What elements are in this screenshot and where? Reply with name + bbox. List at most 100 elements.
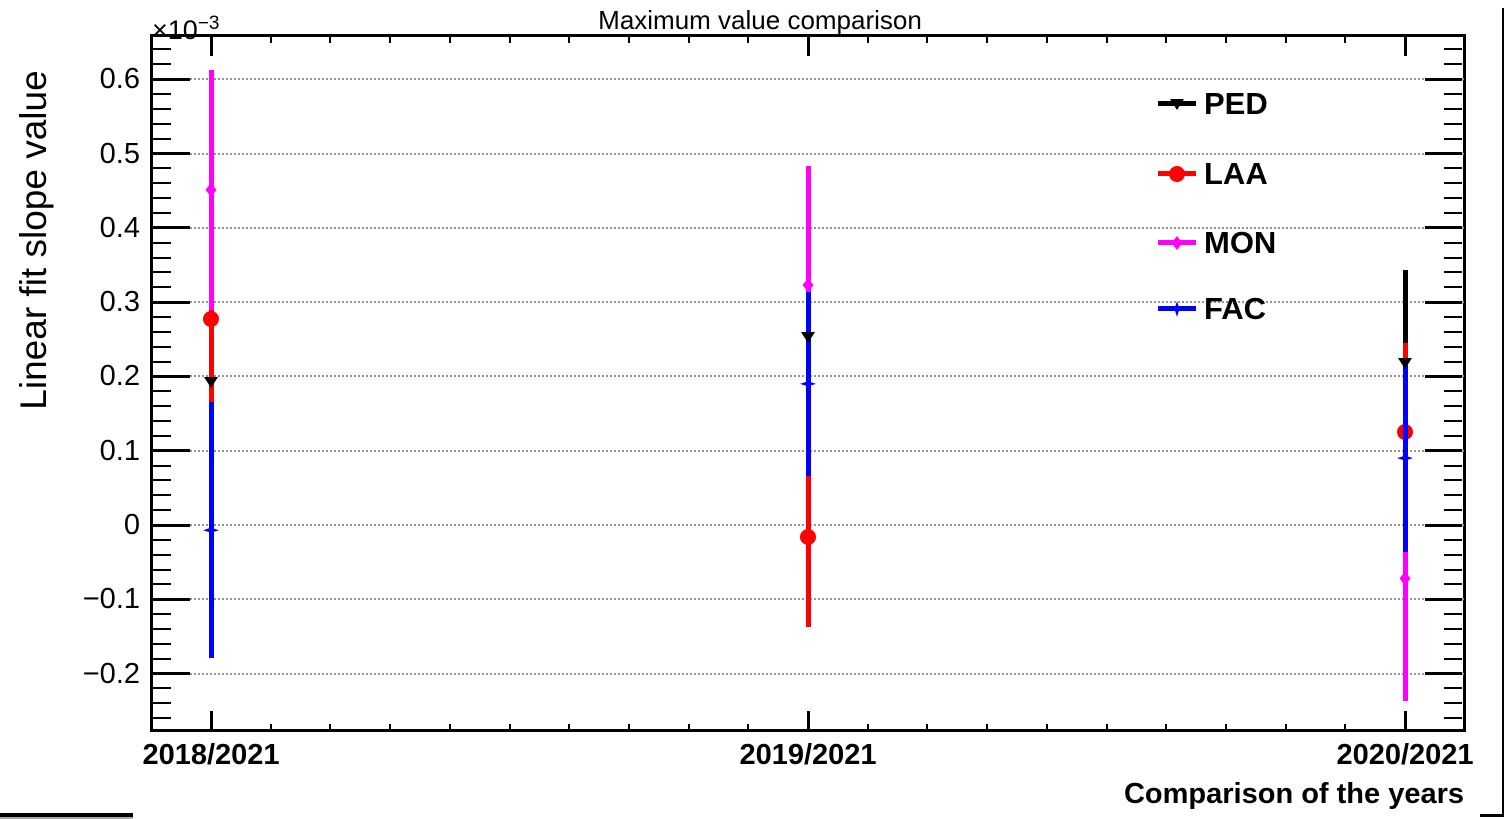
x-tick-label: 2020/2021	[1336, 739, 1474, 771]
y-minor-tick-left	[153, 628, 171, 631]
y-minor-tick-right	[1444, 93, 1462, 96]
x-major-tick-bottom	[1403, 711, 1407, 730]
mon-marker-icon[interactable]	[802, 278, 814, 292]
y-minor-tick-right	[1444, 211, 1462, 214]
y-major-tick-right	[1425, 152, 1462, 155]
scale-mantissa: ×10	[152, 15, 198, 45]
y-major-tick-left	[153, 77, 190, 81]
mon-marker-icon[interactable]	[1399, 571, 1411, 586]
y-minor-tick-right	[1444, 330, 1462, 333]
scale-exponent: −3	[197, 13, 220, 34]
x-minor-tick-bottom	[1284, 724, 1287, 730]
x-minor-tick-top	[389, 36, 392, 43]
y-minor-tick-right	[1444, 241, 1462, 244]
y-minor-tick-left	[153, 642, 171, 645]
y-major-tick-left	[153, 449, 190, 453]
mon-marker-icon[interactable]	[1171, 236, 1183, 250]
x-minor-tick-bottom	[687, 724, 690, 730]
x-minor-tick-top	[448, 36, 451, 43]
y-minor-tick-left	[153, 360, 171, 363]
laa-marker-icon[interactable]	[1169, 166, 1185, 182]
y-minor-tick-right	[1444, 642, 1462, 645]
laa-marker-icon[interactable]	[800, 528, 816, 545]
y-minor-tick-right	[1444, 687, 1462, 690]
y-minor-tick-left	[153, 553, 171, 556]
y-minor-tick-left	[153, 419, 171, 422]
x-minor-tick-bottom	[926, 724, 929, 730]
ped-marker-icon[interactable]	[1397, 358, 1412, 370]
y-gridline	[190, 524, 1464, 526]
y-major-tick-right	[1425, 597, 1462, 601]
legend-item-fac[interactable]: FAC	[1158, 291, 1358, 327]
y-minor-tick-left	[153, 717, 171, 720]
y-minor-tick-right	[1444, 345, 1462, 348]
laa-marker-icon[interactable]	[203, 311, 219, 328]
y-minor-tick-left	[153, 479, 171, 482]
y-minor-tick-left	[153, 568, 171, 571]
legend-label: LAA	[1204, 156, 1268, 191]
bottom-left-window-edge-shadow	[0, 817, 133, 819]
y-major-tick-right	[1425, 226, 1462, 230]
y-minor-tick-left	[153, 687, 171, 690]
plot-frame	[150, 34, 1466, 732]
y-major-tick-right	[1425, 672, 1462, 676]
y-major-tick-left	[153, 300, 190, 304]
y-gridline	[190, 78, 1464, 81]
ped-marker-icon[interactable]	[800, 332, 815, 344]
y-minor-tick-right	[1444, 583, 1462, 586]
ped-marker-icon[interactable]	[1169, 98, 1184, 110]
x-minor-tick-bottom	[1105, 724, 1108, 730]
x-minor-tick-bottom	[568, 724, 571, 730]
y-tick-label: −0.2	[82, 657, 140, 690]
x-minor-tick-top	[1105, 36, 1108, 43]
legend-item-laa[interactable]: LAA	[1158, 156, 1358, 192]
y-minor-tick-left	[153, 241, 171, 244]
legend-item-ped[interactable]: PED	[1158, 86, 1358, 122]
right-edge-line	[1502, 8, 1504, 814]
x-minor-tick-top	[1045, 36, 1048, 43]
x-major-tick-bottom	[806, 711, 810, 730]
y-minor-tick-right	[1444, 613, 1462, 616]
y-minor-tick-right	[1444, 33, 1462, 36]
y-minor-tick-left	[153, 464, 171, 467]
ped-marker-icon[interactable]	[203, 376, 218, 388]
y-gridline	[190, 152, 1464, 155]
x-minor-tick-bottom	[986, 724, 989, 730]
y-minor-tick-left	[153, 315, 171, 318]
y-minor-tick-left	[153, 434, 171, 437]
y-minor-tick-right	[1444, 568, 1462, 571]
right-edge-foot	[1480, 814, 1504, 817]
y-minor-tick-left	[153, 345, 171, 348]
y-minor-tick-right	[1444, 419, 1462, 422]
y-minor-tick-right	[1444, 553, 1462, 556]
y-minor-tick-right	[1444, 197, 1462, 200]
y-minor-tick-left	[153, 48, 171, 51]
x-minor-tick-top	[568, 36, 571, 43]
x-minor-tick-bottom	[747, 724, 750, 730]
legend-item-mon[interactable]: MON	[1158, 225, 1358, 261]
y-gridline	[190, 449, 1464, 452]
y-minor-tick-left	[153, 182, 171, 185]
y-minor-tick-left	[153, 33, 171, 36]
mon-marker-icon[interactable]	[205, 182, 217, 197]
y-minor-tick-left	[153, 197, 171, 200]
y-minor-tick-left	[153, 538, 171, 541]
x-minor-tick-top	[1224, 36, 1227, 43]
y-minor-tick-right	[1444, 628, 1462, 631]
x-minor-tick-top	[269, 36, 272, 43]
y-minor-tick-right	[1444, 657, 1462, 660]
y-minor-tick-right	[1444, 167, 1462, 170]
x-minor-tick-bottom	[448, 724, 451, 730]
x-major-tick-top	[806, 36, 810, 56]
y-minor-tick-right	[1444, 405, 1462, 408]
y-major-tick-right	[1425, 523, 1462, 527]
y-minor-tick-left	[153, 93, 171, 96]
x-tick-label: 2018/2021	[142, 739, 280, 771]
y-gridline	[190, 301, 1464, 304]
y-tick-label: 0.6	[99, 63, 140, 96]
x-minor-tick-bottom	[1045, 724, 1048, 730]
y-tick-label: 0.5	[99, 137, 140, 170]
y-tick-label: 0.2	[99, 360, 140, 393]
y-minor-tick-left	[153, 122, 171, 125]
